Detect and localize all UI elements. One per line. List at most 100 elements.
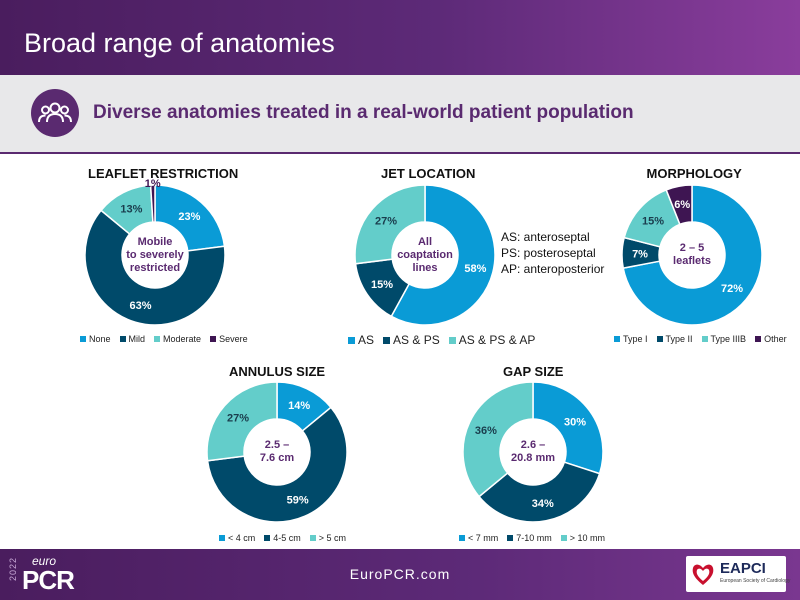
gap-size-center-line: 20.8 mm: [510, 452, 556, 464]
gap-size-label-gt10: 36%: [475, 425, 497, 437]
annulus-size-legend-item-4-5: 4-5 cm: [264, 533, 301, 543]
morphology-center-label: 2 – 5 leaflets: [652, 242, 732, 268]
leaflet-restriction-center-label: Mobile to severely restricted: [115, 236, 195, 275]
eapci-logo: EAPCI European Society of Cardiology: [686, 556, 790, 592]
people-group-icon: [31, 89, 79, 137]
leaflet-restriction-label-mild: 63%: [129, 300, 151, 312]
legend-swatch: [459, 535, 465, 541]
annulus-size-center-line: 2.5 –: [264, 439, 290, 451]
annulus-size-center-label: 2.5 –7.6 cm: [237, 439, 317, 465]
annotation-ap: AP: anteroposterior: [501, 262, 605, 276]
morphology-legend: Type I Type II Type IIIB Other: [614, 334, 787, 344]
leaflet-restriction-label-moderate: 13%: [120, 204, 142, 216]
leaflet-restriction-center-line: restricted: [129, 261, 181, 274]
leaflet-restriction-legend-item-mild: Mild: [119, 334, 146, 344]
gap-size-label-lt7: 30%: [564, 416, 586, 428]
gap-size-center-label: 2.6 –20.8 mm: [493, 439, 573, 465]
legend-swatch: [656, 336, 663, 342]
jet-location-center-line: lines: [412, 261, 438, 274]
gap-size-chart-title: GAP SIZE: [503, 364, 564, 379]
legend-swatch: [309, 535, 316, 541]
morphology-slice-type-iiib: [623, 188, 681, 248]
morphology-label-other: 6%: [674, 199, 690, 211]
legend-label: None: [89, 334, 111, 344]
legend-swatch: [154, 336, 161, 342]
morphology-legend-item-type-iiib: Type IIIB: [701, 334, 747, 344]
legend-label: Type I: [623, 334, 648, 344]
morphology-label-type-ii: 7%: [632, 248, 648, 260]
morphology-label-type-i: 72%: [721, 283, 743, 295]
legend-swatch: [383, 336, 391, 344]
legend-label: > 5 cm: [318, 533, 347, 543]
legend-swatch: [264, 535, 271, 541]
legend-swatch: [219, 535, 225, 541]
footer-url[interactable]: EuroPCR.com: [349, 566, 451, 582]
leaflet-restriction-center-line: to severely: [126, 248, 184, 261]
annotation-as: AS: anteroseptal: [501, 230, 590, 244]
annulus-size-legend-item-gt5: > 5 cm: [309, 533, 347, 543]
legend-label: < 7 mm: [468, 533, 499, 543]
legend-swatch: [614, 336, 620, 342]
morphology-center-line: 2 – 5: [679, 242, 705, 254]
jet-location-legend-item-as: AS: [348, 333, 374, 347]
legend-label: Severe: [219, 334, 248, 344]
annulus-size-label-gt5: 27%: [227, 413, 249, 425]
legend-swatch: [210, 336, 217, 342]
morphology-legend-item-type-i: Type I: [614, 334, 648, 344]
legend-label: Moderate: [163, 334, 202, 344]
eapci-society: European Society of Cardiology: [720, 578, 791, 584]
morphology-slice-other: [665, 184, 693, 226]
annulus-size-slice-lt4: [276, 381, 332, 433]
legend-swatch: [755, 336, 762, 342]
jet-location-legend-item-as-ps: AS & PS: [383, 333, 440, 347]
legend-swatch: [560, 535, 567, 541]
legend-label: 4-5 cm: [273, 533, 301, 543]
leaflet-restriction-slice-severe: [149, 184, 156, 223]
legend-label: AS & PS: [393, 333, 440, 347]
jet-location-center-line: All: [417, 235, 433, 248]
morphology-legend-item-other: Other: [755, 334, 787, 344]
leaflet-restriction-slice-moderate: [100, 184, 154, 236]
leaflet-restriction-legend: None Mild Moderate Severe: [80, 334, 248, 344]
slide-title: Broad range of anatomies: [24, 28, 335, 58]
subtitle-band: Diverse anatomies treated in a real-worl…: [0, 75, 800, 154]
leaflet-restriction-legend-item-severe: Severe: [210, 334, 248, 344]
annulus-size-center-line: 7.6 cm: [259, 452, 295, 464]
legend-swatch: [448, 336, 456, 344]
jet-location-legend-item-as-ps-ap: AS & PS & AP: [448, 333, 535, 347]
jet-location-center-label: All coaptation lines: [385, 236, 465, 275]
legend-label: Other: [764, 334, 787, 344]
gap-size-center-line: 2.6 –: [520, 439, 546, 451]
annulus-size-label-4-5: 59%: [287, 495, 309, 507]
leaflet-restriction-legend-item-moderate: Moderate: [154, 334, 201, 344]
annulus-size-label-lt4: 14%: [288, 400, 310, 412]
footer-bar: 2022 euro PCR EuroPCR.com: [0, 549, 800, 600]
legend-label: Type IIIB: [710, 334, 747, 344]
gap-size-legend: < 7 mm 7-10 mm > 10 mm: [459, 533, 605, 543]
leaflet-restriction-label-none: 23%: [178, 211, 200, 223]
jet-location-center-line: coaptation: [397, 248, 453, 261]
leaflet-restriction-chart-title: LEAFLET RESTRICTION: [88, 166, 239, 181]
jet-location-label-as-ps: 15%: [371, 279, 393, 291]
morphology-chart-title: MORPHOLOGY: [646, 166, 742, 181]
gap-size-label-7-10: 34%: [532, 498, 554, 510]
legend-label: Mild: [128, 334, 146, 344]
morphology-legend-item-type-ii: Type II: [656, 334, 693, 344]
gap-size-legend-item-lt7: < 7 mm: [459, 533, 498, 543]
jet-location-legend: AS AS & PS AS & PS & AP: [348, 333, 535, 347]
eapci-name: EAPCI: [720, 560, 766, 577]
heart-icon: [692, 564, 714, 585]
title-bar: Broad range of anatomies: [0, 0, 800, 75]
gap-size-legend-item-7-10: 7-10 mm: [507, 533, 552, 543]
jet-location-annotations: AS: anteroseptal PS: posteroseptal AP: a…: [501, 229, 604, 277]
annotation-ps: PS: posteroseptal: [501, 246, 596, 260]
gap-size-slice-7-10: [478, 461, 601, 523]
morphology-label-type-iiib: 15%: [642, 216, 664, 228]
legend-label: < 4 cm: [228, 533, 256, 543]
jet-location-label-as: 58%: [464, 263, 486, 275]
annulus-size-legend-item-lt4: < 4 cm: [219, 533, 255, 543]
legend-swatch: [507, 535, 514, 541]
annulus-size-chart-title: ANNULUS SIZE: [229, 364, 326, 379]
legend-label: > 10 mm: [569, 533, 606, 543]
legend-label: AS: [358, 333, 375, 347]
